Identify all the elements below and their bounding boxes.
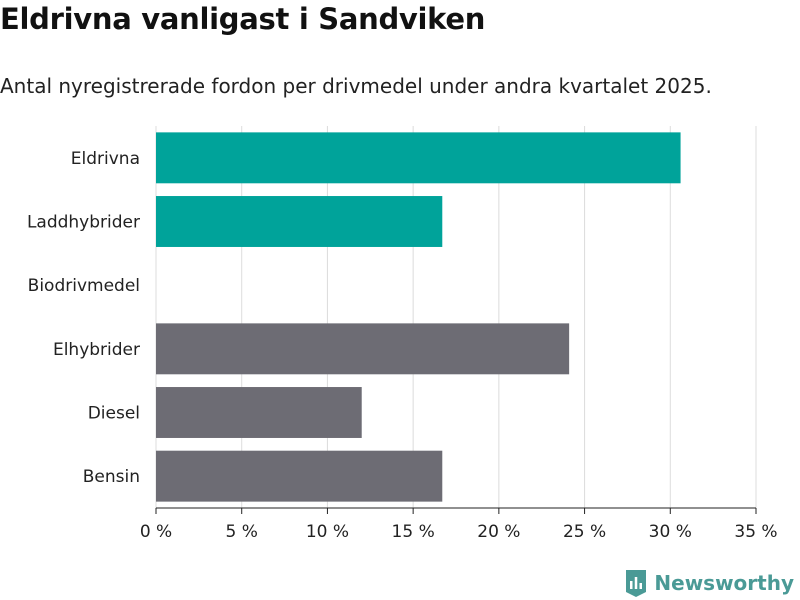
x-tick-label: 15 %: [392, 522, 435, 542]
newsworthy-logo-icon: [626, 570, 647, 597]
chart-subtitle: Antal nyregistrerade fordon per drivmede…: [0, 74, 712, 98]
x-tick-label: 25 %: [563, 522, 606, 542]
x-tick-label: 20 %: [477, 522, 520, 542]
category-label: Bensin: [83, 467, 140, 487]
x-tick-label: 0 %: [140, 522, 172, 542]
category-label: Biodrivmedel: [28, 276, 140, 296]
chart-title: Eldrivna vanligast i Sandviken: [0, 2, 486, 36]
category-label: Eldrivna: [71, 149, 140, 169]
x-tick-label: 5 %: [226, 522, 258, 542]
category-label: Diesel: [88, 404, 140, 424]
bar: [156, 196, 443, 247]
brand-name: Newsworthy: [654, 571, 794, 595]
category-label: Elhybrider: [53, 340, 140, 360]
bar: [156, 323, 570, 375]
x-tick-label: 35 %: [734, 522, 777, 542]
bar-chart: Eldrivna Laddhybrider Biodrivmedel Elhybrid…: [27, 126, 778, 542]
brand: Newsworthy: [624, 568, 794, 598]
x-tick-label: 10 %: [306, 522, 349, 542]
bar: [156, 132, 681, 184]
bar: [156, 450, 443, 502]
x-tick-label: 30 %: [649, 522, 692, 542]
bar: [156, 387, 362, 438]
category-label: Laddhybrider: [27, 213, 140, 233]
